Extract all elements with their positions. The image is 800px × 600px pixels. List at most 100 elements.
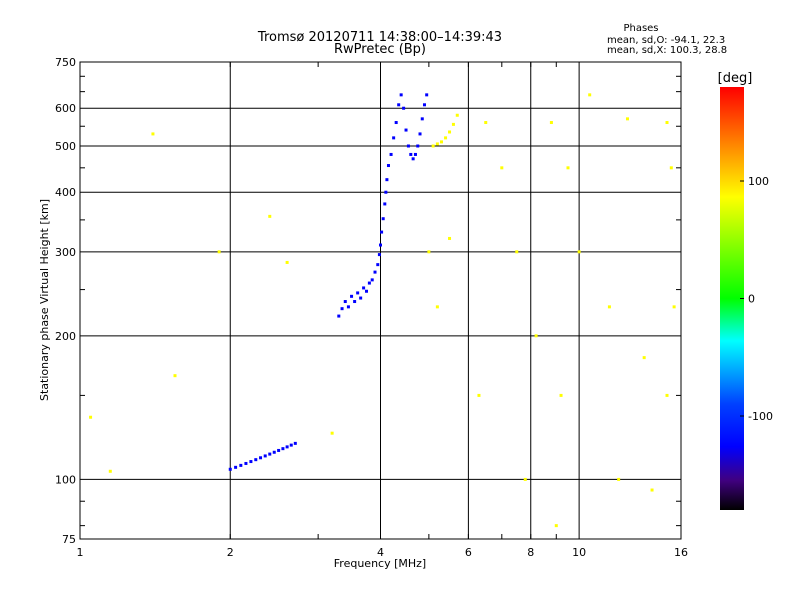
phase-stats-heading: Phases: [623, 23, 658, 34]
data-point: [392, 136, 396, 140]
y-tick-label: 200: [55, 330, 76, 343]
data-point: [448, 236, 452, 240]
data-point: [173, 374, 177, 378]
data-point: [365, 289, 369, 293]
y-tick-label: 600: [55, 102, 76, 115]
data-point: [409, 152, 413, 156]
data-point: [607, 305, 611, 309]
chart-subtitle: RwPretec (Bp): [334, 42, 426, 57]
data-point: [254, 458, 258, 462]
data-point: [394, 121, 398, 125]
data-point: [343, 300, 347, 304]
data-point: [554, 524, 558, 528]
axis-ticks: 1 2 4 6 8 10 16 75 100 200 300 400 500 600 750: [55, 56, 688, 559]
data-point: [239, 463, 243, 467]
data-point: [330, 431, 334, 435]
data-point: [228, 467, 232, 471]
data-point: [617, 477, 621, 481]
colorbar-tick-label: 0: [748, 293, 755, 306]
data-point: [455, 113, 459, 117]
data-point: [346, 305, 350, 309]
data-point: [559, 393, 563, 397]
x-tick-label: 4: [377, 546, 384, 559]
data-point: [285, 260, 289, 264]
data-point: [413, 152, 417, 156]
data-points: [89, 93, 676, 528]
data-point: [356, 291, 360, 295]
data-point: [427, 250, 431, 254]
data-point: [340, 307, 344, 311]
data-point: [377, 253, 381, 257]
data-point: [448, 130, 452, 134]
data-point: [451, 122, 455, 126]
data-point: [534, 334, 538, 338]
y-tick-label: 750: [55, 56, 76, 69]
y-tick-label: 100: [55, 473, 76, 486]
data-point: [249, 460, 253, 464]
data-point: [444, 136, 448, 140]
data-point: [402, 106, 406, 110]
data-point: [259, 456, 263, 460]
data-point: [650, 488, 654, 492]
x-tick-label: 16: [674, 546, 688, 559]
data-point: [383, 202, 387, 206]
data-point: [431, 144, 435, 148]
x-tick-label: 6: [465, 546, 472, 559]
data-point: [353, 300, 357, 304]
data-point: [389, 152, 393, 156]
data-point: [373, 270, 377, 274]
y-tick-label: 75: [62, 533, 76, 546]
data-point: [665, 121, 669, 125]
data-point: [263, 454, 267, 458]
data-point: [406, 144, 410, 148]
data-point: [523, 477, 527, 481]
phase-stats-o: mean, sd,O: -94.1, 22.3: [607, 35, 725, 46]
data-point: [404, 128, 408, 132]
data-point: [665, 393, 669, 397]
phase-stats-x: mean, sd,X: 100.3, 28.8: [607, 45, 727, 56]
data-point: [440, 140, 444, 144]
data-point: [151, 132, 155, 136]
data-point: [577, 250, 581, 254]
data-point: [337, 314, 341, 318]
data-point: [108, 469, 112, 473]
colorbar-tick-label: 100: [748, 175, 769, 188]
data-point: [268, 214, 272, 218]
data-point: [588, 93, 592, 97]
data-point: [385, 178, 389, 182]
colorbar-ticks: 100 0 -100: [740, 175, 773, 423]
data-point: [379, 243, 382, 247]
data-point: [370, 278, 374, 282]
chart-title: Tromsø 20120711 14:38:00–14:39:43: [257, 30, 502, 45]
data-point: [484, 121, 488, 125]
data-point: [669, 166, 673, 170]
data-point: [380, 230, 384, 234]
x-tick-label: 10: [572, 546, 586, 559]
data-point: [244, 461, 248, 465]
data-point: [350, 294, 354, 298]
colorbar-tick-label: -100: [748, 410, 773, 423]
grid-lines: [80, 62, 681, 539]
y-tick-label: 400: [55, 186, 76, 199]
data-point: [399, 93, 403, 97]
data-point: [268, 452, 272, 456]
data-point: [384, 190, 388, 194]
data-point: [381, 217, 385, 221]
data-point: [272, 450, 276, 454]
y-tick-label: 300: [55, 246, 76, 259]
data-point: [435, 142, 439, 146]
data-point: [281, 447, 285, 451]
data-point: [367, 281, 371, 285]
data-point: [217, 250, 221, 254]
data-point: [672, 305, 676, 309]
colorbar-label: [deg]: [718, 71, 753, 86]
x-tick-label: 8: [527, 546, 534, 559]
data-point: [420, 117, 424, 121]
data-point: [397, 103, 401, 107]
data-point: [416, 144, 420, 148]
data-point: [500, 166, 504, 170]
data-point: [566, 166, 570, 170]
data-point: [386, 164, 390, 168]
data-point: [477, 393, 481, 397]
